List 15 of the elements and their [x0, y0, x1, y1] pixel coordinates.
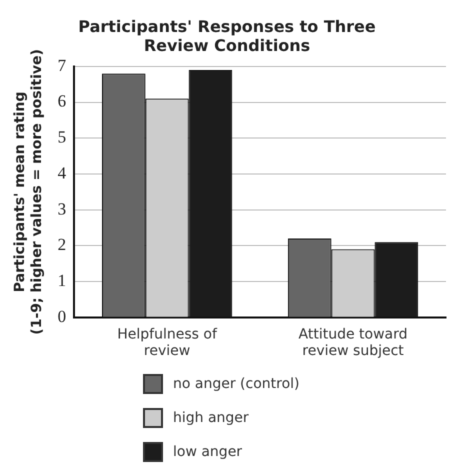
y-tick-label: 3 [58, 199, 66, 218]
y-tick-label: 0 [58, 306, 66, 326]
y-tick-label: 6 [58, 92, 66, 111]
legend-label: no anger (control) [173, 376, 300, 392]
y-tick-label: 4 [58, 163, 67, 182]
y-tick-label: 7 [58, 56, 67, 75]
y-axis-title: Participants' mean rating (1-9; higher values = more positive) [12, 49, 45, 335]
legend-label: high anger [173, 410, 249, 426]
y-tick-label: 2 [58, 235, 66, 254]
y-tick-label: 1 [58, 271, 66, 290]
legend-label: low anger [173, 444, 242, 460]
y-tick-label: 5 [58, 128, 66, 147]
chart-title: Participants' Responses to Three Review Conditions [78, 16, 376, 55]
x-tick-label: Helpfulness of review [117, 326, 218, 360]
x-tick-label: Attitude toward review subject [298, 326, 408, 360]
